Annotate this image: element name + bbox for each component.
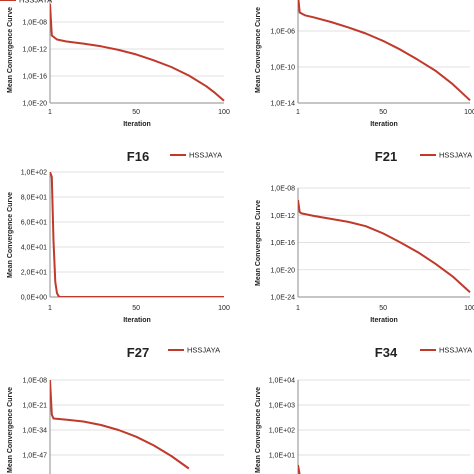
x-axis-label: Iteration (370, 121, 398, 128)
y-tick-label: 1,0E-14 (270, 101, 295, 108)
x-tick-label: 100 (464, 109, 474, 116)
chart-panel-5: 1,0E-601,0E-471,0E-341,0E-211,0E-08Mean … (7, 345, 224, 474)
y-tick-label: 1,0E-16 (270, 240, 295, 247)
y-axis-label: Mean Convergence Curve (7, 7, 14, 93)
y-tick-label: 1,0E-20 (22, 101, 47, 108)
y-tick-label: 1,0E-08 (270, 186, 295, 193)
legend-label: HSSJAYA (439, 151, 472, 160)
x-tick-label: 50 (379, 109, 387, 116)
y-tick-label: 1,0E-24 (270, 295, 295, 302)
y-tick-label: 1,0E-20 (270, 267, 295, 274)
y-tick-label: 1,0E+02 (269, 428, 295, 435)
chart-panel-4: 1,0E-24 1,0E-20 1,0E-16 1,0E-12 1,0E-08 1 50 10… (255, 149, 474, 324)
chart-panel-1: 1,0E-201,0E-161,0E-121,0E-081,0E-0415010… (0, 0, 230, 128)
y-tick-label: 6,0E+01 (21, 220, 47, 227)
x-tick-label: 1 (296, 305, 300, 312)
y-tick-label: 8,0E+01 (21, 195, 47, 202)
y-tick-label: 1,0E-21 (22, 403, 47, 410)
y-tick-label: 0,0E+00 (21, 295, 47, 302)
chart-title: F34 (375, 345, 398, 360)
x-tick-label: 100 (218, 109, 230, 116)
series-line (298, 199, 471, 293)
y-tick-label: 1,0E-12 (22, 47, 47, 54)
y-axis-label: Mean Convergence Curve (7, 192, 14, 278)
series-line (298, 0, 471, 102)
y-axis-label: Mean Convergence Curve (255, 200, 262, 286)
series-line (50, 380, 190, 470)
series-line (298, 464, 301, 474)
x-tick-label: 50 (132, 305, 140, 312)
y-tick-label: 1,0E+04 (269, 378, 295, 385)
series-line (50, 3, 225, 102)
y-tick-label: 1,0E-12 (270, 213, 295, 220)
y-tick-label: 1,0E-10 (270, 65, 295, 72)
x-tick-label: 1 (48, 305, 52, 312)
x-tick-label: 100 (218, 305, 230, 312)
y-tick-label: 1,0E-08 (22, 378, 47, 385)
chart-title: F16 (127, 149, 149, 164)
y-tick-label: 1,0E+01 (269, 453, 295, 460)
y-tick-label: 1,0E-47 (22, 453, 47, 460)
chart-panel-2: 1,0E-141,0E-101,0E-061,0E-02150100Iterat… (255, 0, 474, 128)
y-axis-label: Mean Convergence Curve (255, 7, 262, 93)
y-tick-label: 1,0E+03 (269, 403, 295, 410)
y-tick-label: 1,0E-34 (22, 428, 47, 435)
y-axis-label: Mean Convergence Curve (255, 387, 262, 473)
y-tick-label: 4,0E+01 (21, 245, 47, 252)
x-tick-label: 50 (379, 305, 387, 312)
y-tick-label: 1,0E-16 (22, 74, 47, 81)
chart-title: F21 (375, 149, 397, 164)
x-axis-label: Iteration (123, 121, 151, 128)
y-tick-label: 1,0E+02 (21, 170, 47, 177)
x-tick-label: 100 (464, 305, 474, 312)
x-tick-label: 50 (132, 109, 140, 116)
x-tick-label: 1 (48, 109, 52, 116)
series-line (50, 172, 224, 297)
legend-label: HSSJAYA (19, 0, 52, 5)
chart-panel-6: 1,0E+001,0E+011,0E+021,0E+031,0E+04Mean … (255, 345, 472, 474)
legend-label: HSSJAYA (189, 151, 222, 160)
y-axis-label: Mean Convergence Curve (7, 387, 14, 473)
y-tick-label: 1,0E-08 (22, 20, 47, 27)
x-tick-label: 1 (296, 109, 300, 116)
x-axis-label: Iteration (123, 317, 151, 324)
chart-title: F27 (127, 345, 149, 360)
chart-panel-3: 0,0E+00 2,0E+01 4,0E+01 6,0E+01 8,0E+01 1,0E+… (7, 149, 230, 324)
x-axis-label: Iteration (370, 317, 398, 324)
y-tick-label: 2,0E+01 (21, 270, 47, 277)
legend-label: HSSJAYA (187, 346, 220, 355)
legend-label: HSSJAYA (439, 346, 472, 355)
y-tick-label: 1,0E-06 (270, 29, 295, 36)
